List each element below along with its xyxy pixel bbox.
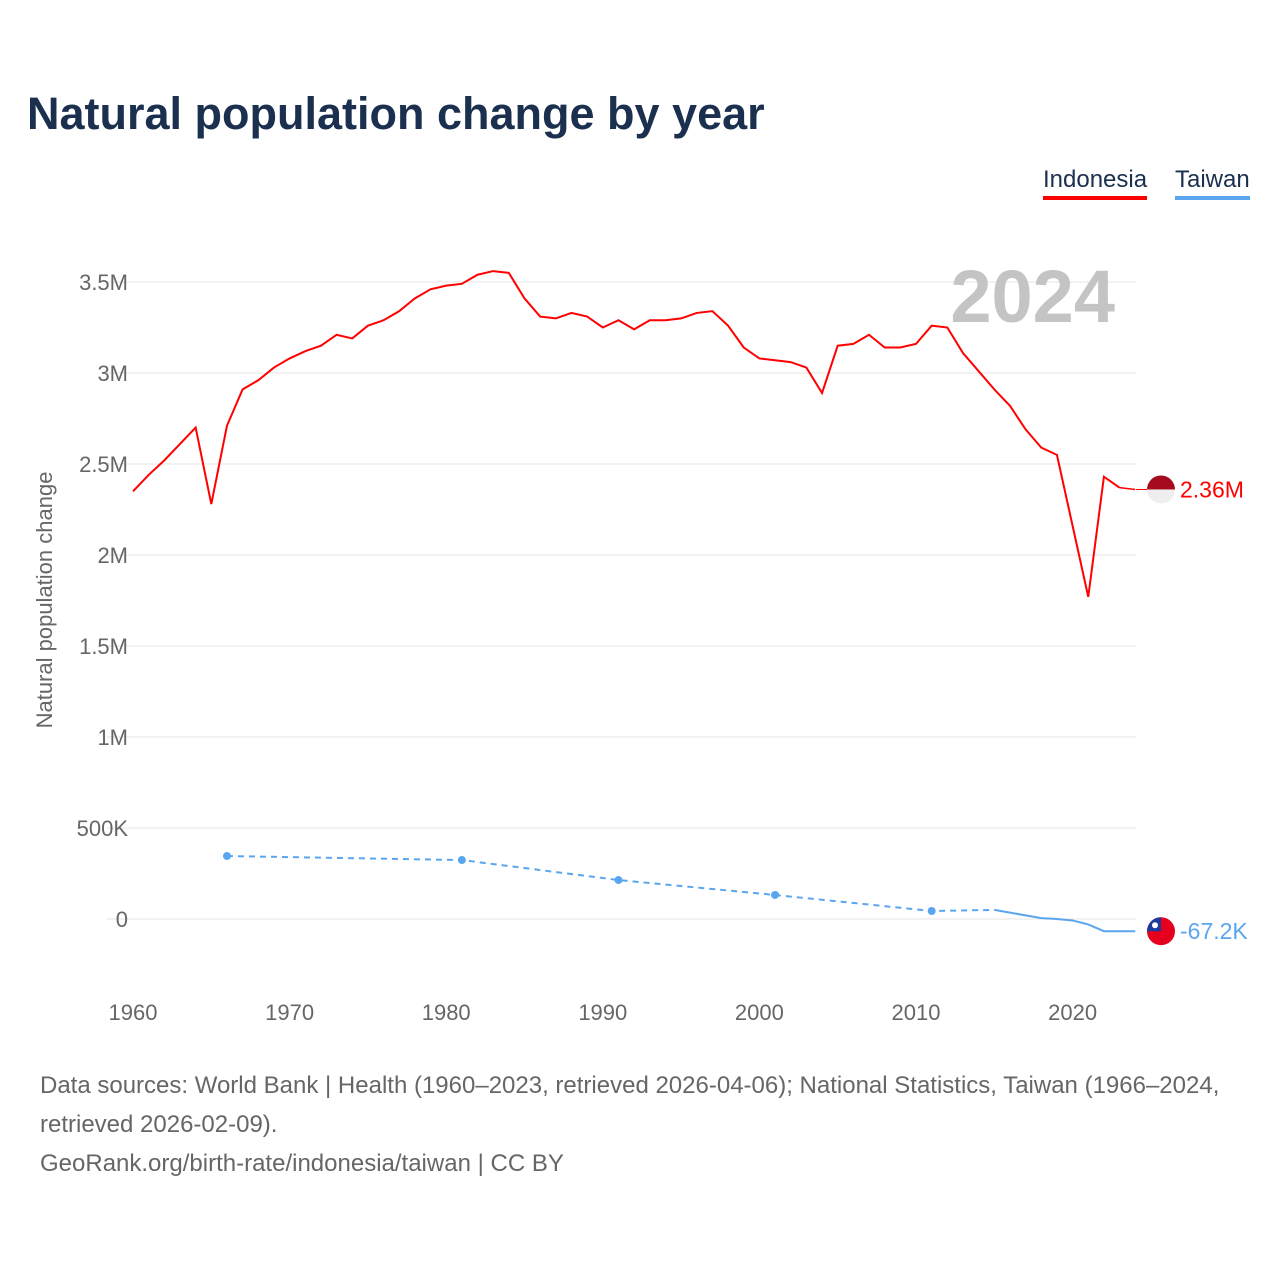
end-label-taiwan: -67.2K <box>1180 918 1248 944</box>
chart-title: Natural population change by year <box>27 88 765 139</box>
legend-item-taiwan[interactable]: Taiwan <box>1175 166 1250 200</box>
y-tick-label: 2M <box>97 543 128 568</box>
data-point-taiwan <box>457 856 466 865</box>
y-tick-label: 1M <box>97 725 128 750</box>
x-tick-label: 2000 <box>735 1000 784 1025</box>
series-line-indonesia <box>132 270 1121 598</box>
data-point-taiwan <box>927 906 936 915</box>
x-tick-label: 1970 <box>265 1000 314 1025</box>
y-tick-label: 500K <box>77 816 129 841</box>
data-point-taiwan <box>614 876 623 885</box>
y-tick-label: 3.5M <box>79 270 128 295</box>
legend-item-indonesia[interactable]: Indonesia <box>1043 166 1148 200</box>
x-tick-label: 1960 <box>109 1000 158 1025</box>
y-tick-label: 0 <box>116 907 128 932</box>
x-tick-label: 1990 <box>578 1000 627 1025</box>
x-tick-label: 2020 <box>1048 1000 1097 1025</box>
series-line-indonesia-projection <box>1119 486 1136 491</box>
y-tick-label: 3M <box>97 361 128 386</box>
y-axis-label: Natural population change <box>32 472 57 729</box>
data-sources: Data sources: World Bank | Health (1960–… <box>40 1072 1220 1138</box>
x-tick-label: 1980 <box>422 1000 471 1025</box>
x-tick-label: 2010 <box>892 1000 941 1025</box>
footer: Data sources: World Bank | Health (1960–… <box>40 1066 1250 1183</box>
y-tick-label: 2.5M <box>79 452 128 477</box>
indonesia-flag-icon <box>1147 475 1175 504</box>
data-point-taiwan <box>222 852 231 861</box>
data-point-taiwan <box>771 890 780 899</box>
series-line-taiwan-interpolated <box>226 855 995 912</box>
taiwan-flag-icon <box>1147 917 1175 946</box>
flag-sun <box>1152 922 1158 929</box>
year-watermark: 2024 <box>950 255 1115 338</box>
flag-red <box>1147 475 1175 490</box>
flag-white <box>1147 489 1175 504</box>
series-line-taiwan <box>994 908 1136 933</box>
end-label-indonesia: 2.36M <box>1180 476 1244 502</box>
line-chart: 0 500K 1M 1.5M 2M 2.5M 3M 3.5M 1960 1970 1980 1990 2… <box>32 255 1248 1025</box>
y-tick-label: 1.5M <box>79 634 128 659</box>
attribution-link[interactable]: GeoRank.org/birth-rate/indonesia/taiwan … <box>40 1150 564 1177</box>
